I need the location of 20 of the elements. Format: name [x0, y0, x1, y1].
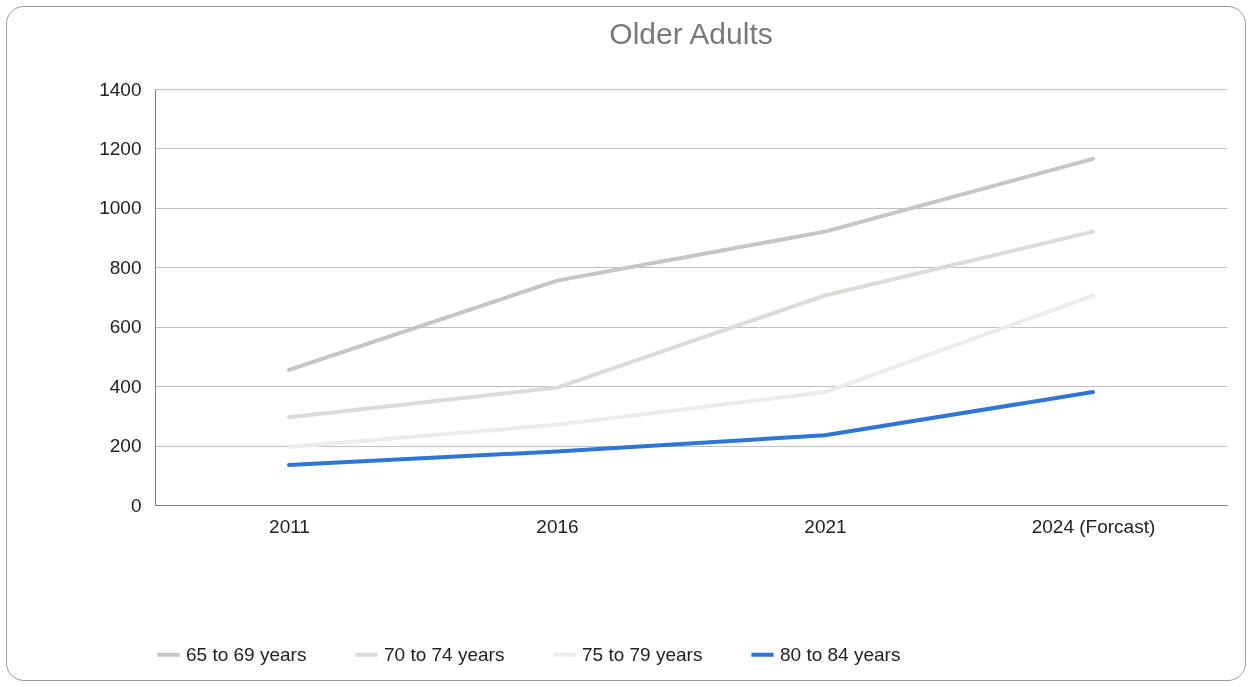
- x-tick-label: 2021: [804, 515, 847, 537]
- x-tick-label: 2024 (Forcast): [1031, 515, 1156, 537]
- legend-label: 65 to 69 years: [186, 643, 307, 665]
- x-tick-label: 2016: [536, 515, 579, 537]
- y-tick-label: 800: [109, 256, 142, 278]
- y-tick-label: 1200: [99, 137, 142, 159]
- y-tick-label: 400: [109, 375, 142, 397]
- y-tick-label: 0: [130, 494, 142, 516]
- chart-title: Older Adults: [609, 17, 773, 50]
- legend-label: 70 to 74 years: [384, 643, 505, 665]
- y-tick-label: 1400: [99, 78, 142, 100]
- line-series: [287, 390, 1095, 467]
- x-tick-label: 2011: [269, 515, 310, 537]
- y-tick-label: 200: [109, 435, 142, 457]
- y-tick-label: 600: [109, 316, 142, 338]
- y-tick-label: 1000: [99, 197, 142, 219]
- legend-label: 80 to 84 years: [780, 643, 901, 665]
- legend-label: 75 to 79 years: [582, 643, 703, 665]
- line-series: [287, 293, 1095, 450]
- line-series: [287, 229, 1095, 420]
